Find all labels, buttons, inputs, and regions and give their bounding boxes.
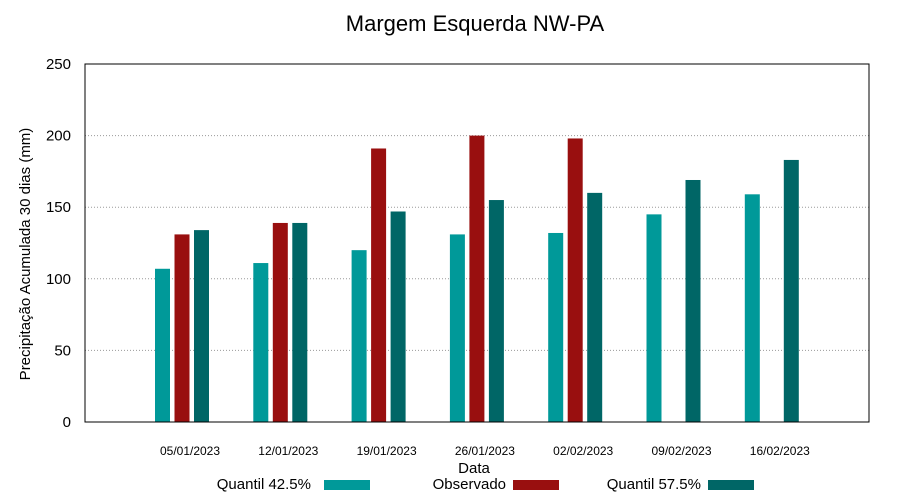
legend-label: Observado	[433, 476, 506, 493]
y-tick-label: 0	[63, 414, 71, 431]
legend: Quantil 42.5% Observado Quantil 57.5%	[217, 476, 754, 493]
x-tick-label: 16/02/2023	[750, 444, 810, 458]
bar	[646, 214, 662, 422]
bar	[351, 250, 367, 422]
x-tick-label: 19/01/2023	[357, 444, 417, 458]
legend-item: Quantil 57.5%	[607, 476, 754, 493]
bar	[744, 194, 760, 422]
y-axis-label: Precipitação Acumulada 30 dias (mm)	[17, 128, 34, 381]
bar	[469, 135, 485, 422]
y-tick-label: 150	[46, 199, 71, 216]
x-tick-label: 12/01/2023	[258, 444, 318, 458]
plot-frame	[84, 63, 870, 423]
bar	[390, 211, 406, 422]
bar	[272, 222, 288, 422]
y-tick-label: 200	[46, 128, 71, 145]
bar	[194, 230, 209, 422]
legend-swatch	[708, 480, 754, 490]
x-axis-ticks: 05/01/2023 12/01/2023 19/01/2023 26/01/2023…	[160, 444, 810, 458]
legend-swatch	[324, 480, 370, 490]
bar	[685, 179, 701, 422]
legend-item: Observado	[433, 476, 559, 493]
x-tick-label: 26/01/2023	[455, 444, 515, 458]
y-axis-ticks: 0 50 100 150 200 250	[46, 56, 71, 431]
bar	[292, 222, 308, 422]
chart-title: Margem Esquerda NW-PA	[346, 11, 605, 36]
x-tick-label: 09/02/2023	[651, 444, 711, 458]
bars	[155, 135, 799, 423]
bar	[548, 232, 564, 422]
x-tick-label: 02/02/2023	[553, 444, 613, 458]
bar	[371, 148, 387, 422]
x-axis-label: Data	[458, 460, 490, 477]
y-tick-label: 250	[46, 56, 71, 73]
bar	[783, 159, 799, 422]
bar	[567, 138, 583, 423]
bar	[488, 200, 504, 422]
legend-item: Quantil 42.5%	[217, 476, 370, 493]
bar	[587, 192, 603, 422]
bar	[253, 263, 269, 422]
y-tick-label: 100	[46, 271, 71, 288]
bar	[449, 234, 465, 422]
x-tick-label: 05/01/2023	[160, 444, 220, 458]
legend-label: Quantil 42.5%	[217, 476, 311, 493]
y-tick-label: 50	[54, 342, 71, 359]
bar	[174, 234, 190, 422]
bar	[155, 268, 170, 422]
legend-label: Quantil 57.5%	[607, 476, 701, 493]
legend-swatch	[513, 480, 559, 490]
